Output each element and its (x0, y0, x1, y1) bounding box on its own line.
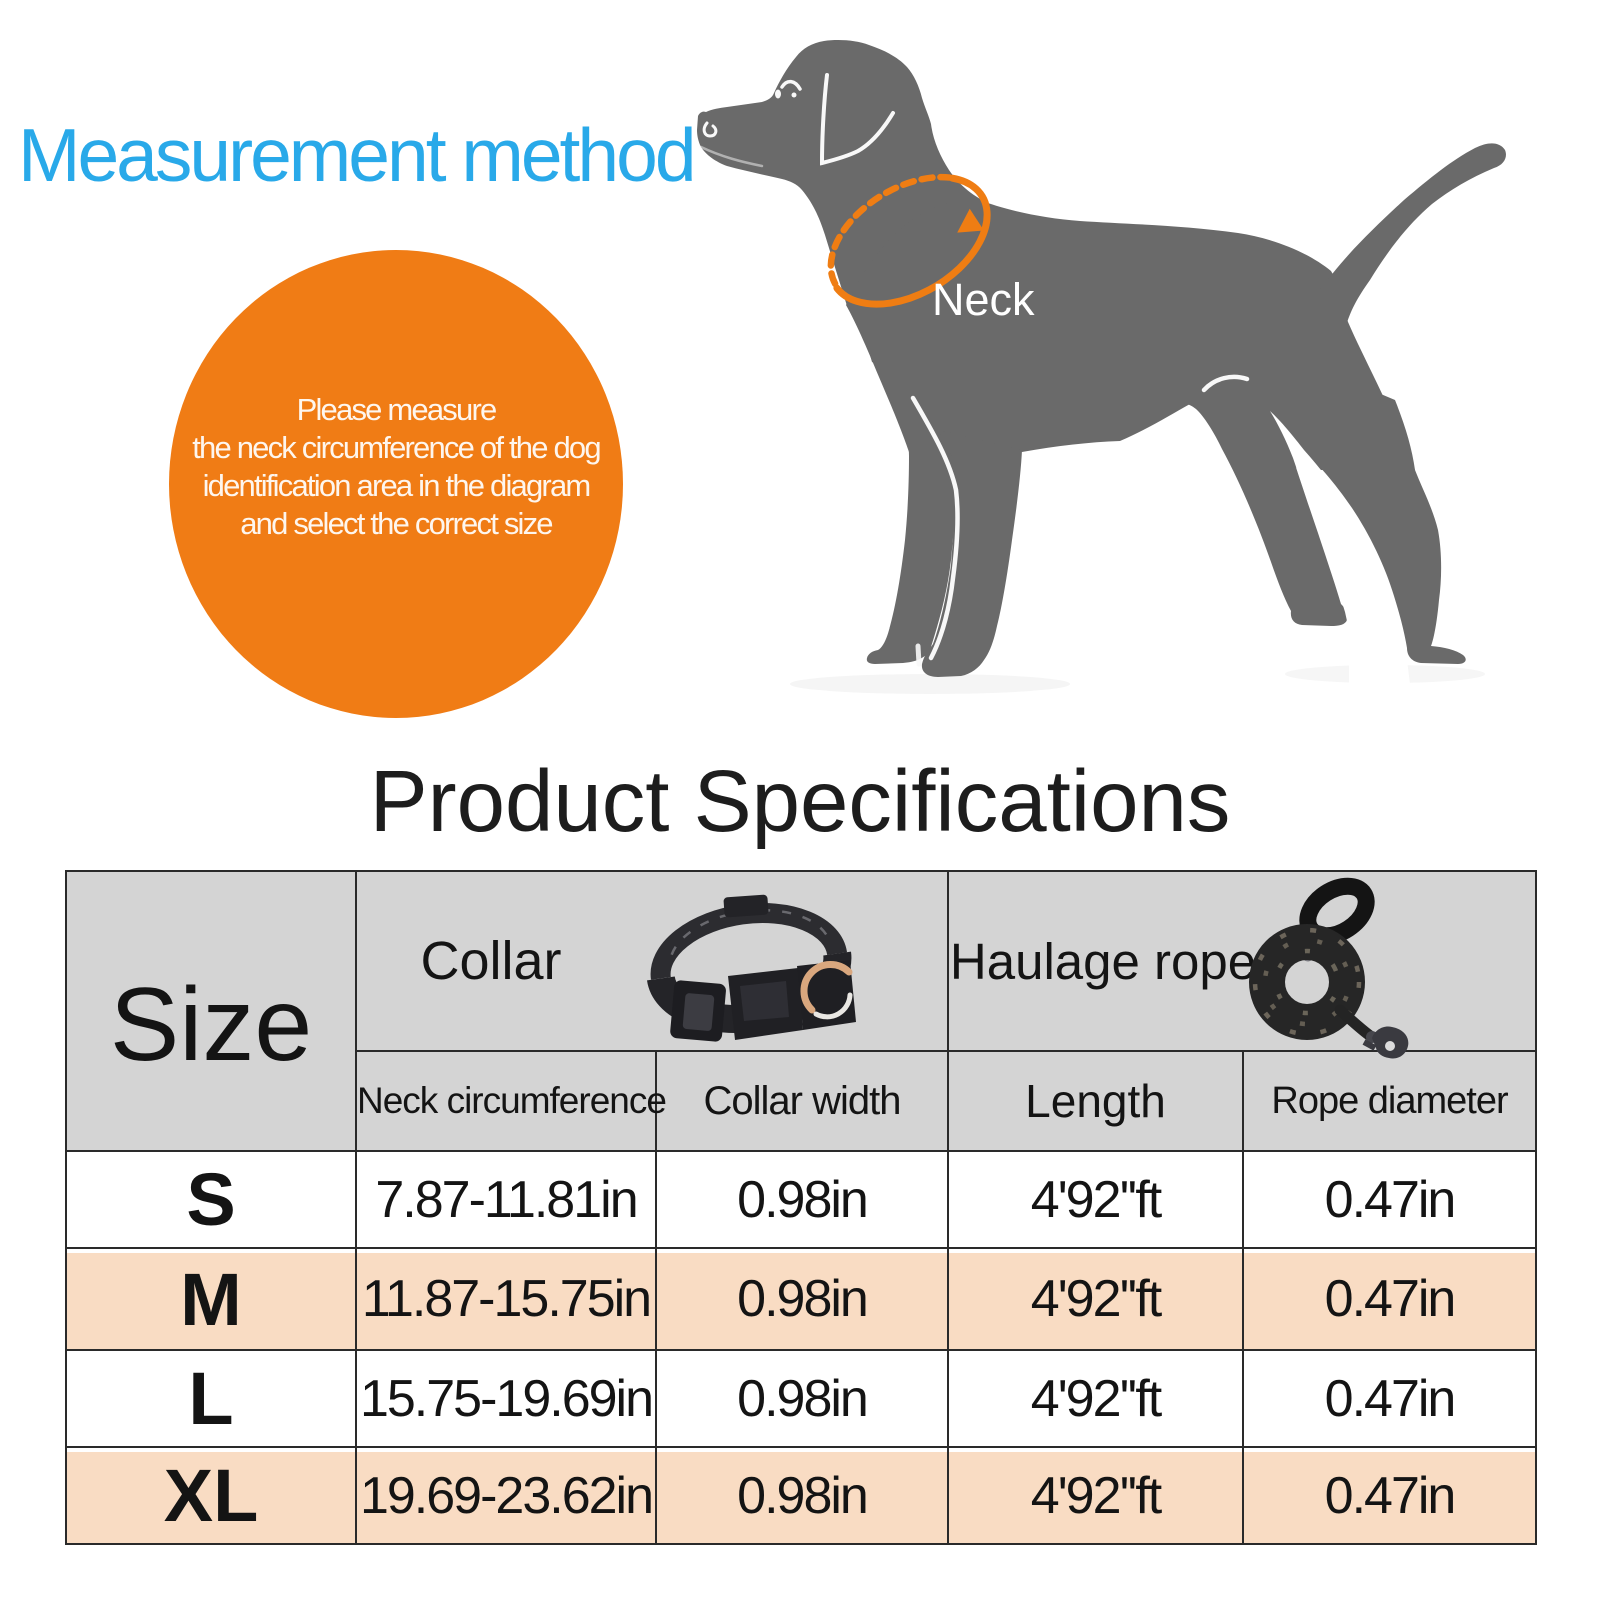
svg-text:Neck: Neck (932, 274, 1035, 325)
